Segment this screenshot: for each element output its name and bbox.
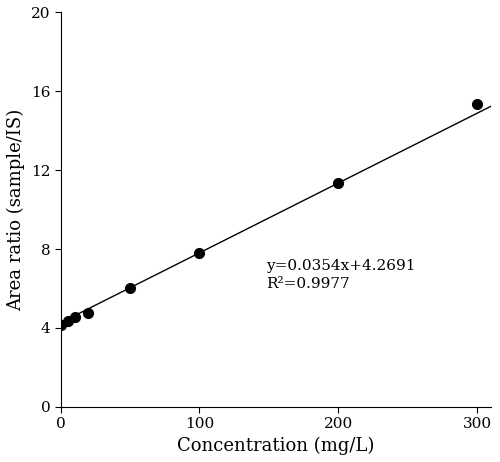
- X-axis label: Concentration (mg/L): Concentration (mg/L): [177, 437, 374, 455]
- Text: R²=0.9977: R²=0.9977: [266, 277, 349, 291]
- Text: y=0.0354x+4.2691: y=0.0354x+4.2691: [266, 259, 416, 273]
- Y-axis label: Area ratio (sample/IS): Area ratio (sample/IS): [7, 109, 25, 311]
